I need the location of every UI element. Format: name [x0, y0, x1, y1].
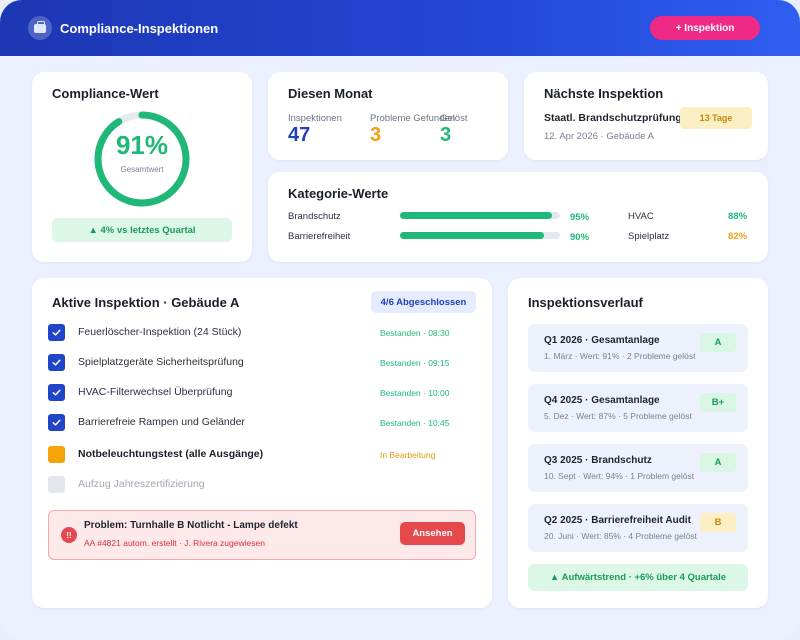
category-bar-fire — [400, 212, 560, 219]
category-title: Kategorie-Werte — [288, 186, 389, 201]
grade-badge: A — [700, 333, 736, 352]
grade-badge: A — [700, 453, 736, 472]
category-bar-accessibility — [400, 232, 560, 239]
history-item-meta: 10. Sept · Wert: 94% · 1 Problem gelöst — [544, 471, 695, 481]
next-inspection-card[interactable]: Nächste Inspektion Staatl. Brandschutzpr… — [524, 72, 768, 160]
category-name-fire: Brandschutz — [288, 211, 341, 222]
briefcase-icon — [28, 16, 52, 40]
app-header: Compliance-Inspektionen + Inspektion — [0, 0, 800, 56]
active-inspection-title: Aktive Inspektion · Gebäude A — [52, 295, 240, 310]
checkmark-icon — [52, 359, 61, 366]
stat-label-resolved: Gelöst — [440, 113, 468, 124]
history-item-meta: 20. Juni · Wert: 85% · 4 Probleme gelöst — [544, 531, 697, 541]
month-card: Diesen Monat Inspektionen 47 Probleme Ge… — [268, 72, 508, 160]
checkbox-in-progress[interactable] — [48, 446, 65, 463]
task-name: Barrierefreie Rampen und Geländer — [78, 416, 245, 428]
history-item-title: Q2 2025 · Barrierefreiheit Audit — [544, 515, 691, 526]
days-remaining-badge: 13 Tage — [680, 107, 752, 129]
category-value-playground: 82% — [728, 231, 748, 242]
history-item[interactable]: Q3 2025 · Brandschutz 10. Sept · Wert: 9… — [528, 444, 748, 492]
task-name: HVAC-Filterwechsel Überprüfung — [78, 386, 233, 398]
active-inspection-card: Aktive Inspektion · Gebäude A 4/6 Abgesc… — [32, 278, 492, 608]
history-item-title: Q3 2025 · Brandschutz — [544, 455, 652, 466]
task-status: In Bearbeitung — [380, 450, 436, 460]
progress-badge: 4/6 Abgeschlossen — [371, 291, 476, 313]
history-item-title: Q4 2025 · Gesamtanlage — [544, 395, 660, 406]
checkmark-icon — [52, 329, 61, 336]
task-item[interactable]: Spielplatzgeräte Sicherheitsprüfung Best… — [48, 352, 478, 372]
history-item[interactable]: Q2 2025 · Barrierefreiheit Audit 20. Jun… — [528, 504, 748, 552]
compliance-gauge-fill — [94, 111, 190, 207]
task-item[interactable]: HVAC-Filterwechsel Überprüfung Bestanden… — [48, 382, 478, 402]
history-item[interactable]: Q1 2026 · Gesamtanlage 1. März · Wert: 9… — [528, 324, 748, 372]
category-name-playground: Spielplatz — [628, 231, 670, 242]
category-value-accessibility: 90% — [570, 232, 590, 243]
checkbox-checked[interactable] — [48, 324, 65, 341]
category-bar-fill-accessibility — [400, 232, 544, 239]
next-title: Nächste Inspektion — [544, 86, 664, 101]
compliance-score-card: Compliance-Wert 91% Gesamtwert ▲ 4% vs l… — [32, 72, 252, 262]
stat-value-inspections: 47 — [288, 124, 311, 146]
task-name: Spielplatzgeräte Sicherheitsprüfung — [78, 356, 244, 368]
checkmark-icon — [52, 389, 61, 396]
category-scores-card: Kategorie-Werte Brandschutz 95% Barriere… — [268, 172, 768, 262]
checkbox-unchecked[interactable] — [48, 476, 65, 493]
compliance-title: Compliance-Wert — [52, 86, 159, 101]
history-trend: ▲ Aufwärtstrend · +6% über 4 Quartale — [528, 564, 748, 591]
task-name: Aufzug Jahreszertifizierung — [78, 478, 205, 490]
stat-value-resolved: 3 — [440, 124, 452, 146]
alert-icon: !! — [61, 527, 77, 543]
compliance-value: 91% — [115, 130, 169, 160]
category-name-hvac: HVAC — [628, 211, 654, 222]
stat-value-problems: 3 — [370, 124, 382, 146]
issue-meta: AA #4821 autom. erstellt · J. Rivera zug… — [84, 538, 265, 548]
history-item-meta: 5. Dez · Wert: 87% · 5 Probleme gelöst — [544, 411, 692, 421]
category-name-accessibility: Barrierefreiheit — [288, 231, 351, 242]
category-value-hvac: 88% — [728, 211, 748, 222]
compliance-trend: ▲ 4% vs letztes Quartal — [52, 218, 232, 242]
task-status: Bestanden · 08:30 — [380, 328, 450, 338]
checkmark-icon — [52, 419, 61, 426]
task-status: Bestanden · 09:15 — [380, 358, 450, 368]
issue-alert: !! Problem: Turnhalle B Notlicht - Lampe… — [48, 510, 476, 560]
grade-badge: B+ — [700, 393, 736, 412]
compliance-gauge — [94, 111, 190, 207]
task-item[interactable]: Aufzug Jahreszertifizierung — [48, 474, 478, 494]
task-status: Bestanden · 10:45 — [380, 418, 450, 428]
task-name: Notbeleuchtungstest (alle Ausgänge) — [78, 448, 264, 460]
task-item[interactable]: Feuerlöscher-Inspektion (24 Stück) Besta… — [48, 322, 478, 342]
history-item-title: Q1 2026 · Gesamtanlage — [544, 335, 660, 346]
app-title: Compliance-Inspektionen — [60, 21, 219, 36]
category-bar-fill-fire — [400, 212, 552, 219]
month-title: Diesen Monat — [288, 86, 373, 101]
task-name: Feuerlöscher-Inspektion (24 Stück) — [78, 326, 242, 338]
checkbox-checked[interactable] — [48, 384, 65, 401]
next-inspection-name: Staatl. Brandschutzprüfung — [544, 112, 682, 124]
stat-label-inspections: Inspektionen — [288, 113, 342, 124]
task-status: Bestanden · 10:00 — [380, 388, 450, 398]
issue-title: Problem: Turnhalle B Notlicht - Lampe de… — [84, 520, 298, 531]
history-item-meta: 1. März · Wert: 91% · 2 Probleme gelöst — [544, 351, 696, 361]
checkbox-checked[interactable] — [48, 414, 65, 431]
checkbox-checked[interactable] — [48, 354, 65, 371]
history-title: Inspektionsverlauf — [528, 295, 643, 310]
task-item[interactable]: Barrierefreie Rampen und Geländer Bestan… — [48, 412, 478, 432]
history-item[interactable]: Q4 2025 · Gesamtanlage 5. Dez · Wert: 87… — [528, 384, 748, 432]
view-issue-button[interactable]: Ansehen — [400, 522, 465, 545]
add-inspection-button[interactable]: + Inspektion — [650, 16, 760, 40]
next-inspection-meta: 12. Apr 2026 · Gebäude A — [544, 131, 654, 142]
category-value-fire: 95% — [570, 212, 590, 223]
compliance-subtitle: Gesamtwert — [120, 165, 164, 174]
grade-badge: B — [700, 513, 736, 532]
stat-label-problems: Probleme Gefunden — [370, 113, 456, 124]
inspection-history-card: Inspektionsverlauf Q1 2026 · Gesamtanlag… — [508, 278, 768, 608]
task-item[interactable]: Notbeleuchtungstest (alle Ausgänge) In B… — [48, 444, 478, 464]
